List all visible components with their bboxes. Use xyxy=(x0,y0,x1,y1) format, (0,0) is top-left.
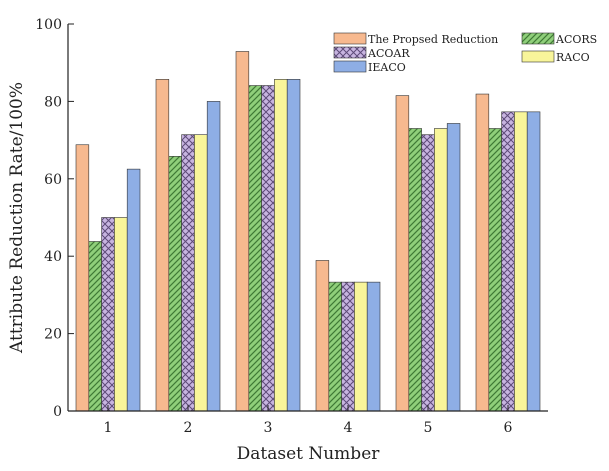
bar-ieaco-dataset-1 xyxy=(126,168,141,412)
legend-swatch xyxy=(333,46,367,59)
bar-ieaco-dataset-5 xyxy=(446,123,461,412)
y-tick-label: 60 xyxy=(44,172,62,188)
bar-acors-dataset-5 xyxy=(408,128,422,412)
bar-ieaco-dataset-3 xyxy=(286,79,301,412)
x-tick-label: 4 xyxy=(344,420,353,436)
bar-ieaco-dataset-2 xyxy=(206,101,221,412)
x-tick-label: 6 xyxy=(504,420,513,436)
bar-acoar-dataset-4 xyxy=(341,281,355,412)
x-axis-title: Dataset Number xyxy=(237,444,381,464)
y-axis-title: Attribute Reduction Rate/100% xyxy=(7,82,27,354)
bar-raco-dataset-1 xyxy=(114,217,128,412)
bar-raco-dataset-4 xyxy=(354,281,368,412)
bar-the-propsed-reduction-dataset-3 xyxy=(235,51,250,412)
bar-acoar-dataset-5 xyxy=(421,134,435,412)
y-tick-label: 100 xyxy=(35,17,62,33)
legend-swatch xyxy=(333,32,367,45)
bar-the-propsed-reduction-dataset-5 xyxy=(395,95,410,412)
y-tick-label: 80 xyxy=(44,94,62,110)
bar-the-propsed-reduction-dataset-4 xyxy=(315,260,330,412)
bar-the-propsed-reduction-dataset-2 xyxy=(155,79,170,412)
bar-raco-dataset-5 xyxy=(434,128,448,412)
legend-swatch xyxy=(521,50,555,63)
plot-area: 0 20 40 60 80 100 1 2 3 4 5 6 xyxy=(35,17,548,436)
bar-acors-dataset-2 xyxy=(168,156,182,412)
bar-acoar-dataset-3 xyxy=(261,85,275,412)
bar-raco-dataset-2 xyxy=(194,134,208,412)
bar-raco-dataset-6 xyxy=(514,111,528,412)
legend-label: ACOAR xyxy=(367,47,410,60)
bar-acors-dataset-3 xyxy=(248,85,262,412)
x-tick-label: 2 xyxy=(184,420,193,436)
legend-swatch xyxy=(333,60,367,73)
bar-acors-dataset-4 xyxy=(328,281,342,412)
bar-ieaco-dataset-6 xyxy=(526,111,541,412)
y-tick-label: 40 xyxy=(44,249,62,265)
bar-acoar-dataset-6 xyxy=(501,111,515,412)
y-tick-label: 20 xyxy=(44,327,62,343)
legend-label: IEACO xyxy=(368,61,406,74)
legend-label: RACO xyxy=(556,51,590,64)
y-tick-label: 0 xyxy=(53,404,62,420)
legend-label: The Propsed Reduction xyxy=(368,33,498,46)
legend-swatch xyxy=(521,32,555,45)
x-tick-label: 3 xyxy=(264,420,273,436)
bar-acoar-dataset-1 xyxy=(101,217,115,412)
bar-the-propsed-reduction-dataset-1 xyxy=(75,144,90,412)
bar-acors-dataset-1 xyxy=(88,241,102,412)
bar-acoar-dataset-2 xyxy=(181,134,195,412)
bar-acors-dataset-6 xyxy=(488,128,502,412)
bar-the-propsed-reduction-dataset-6 xyxy=(475,93,490,412)
bar-ieaco-dataset-4 xyxy=(366,281,381,412)
x-tick-label: 1 xyxy=(104,420,113,436)
legend-label: ACORS xyxy=(555,33,597,46)
x-tick-label: 5 xyxy=(424,420,433,436)
bar-raco-dataset-3 xyxy=(274,79,288,412)
